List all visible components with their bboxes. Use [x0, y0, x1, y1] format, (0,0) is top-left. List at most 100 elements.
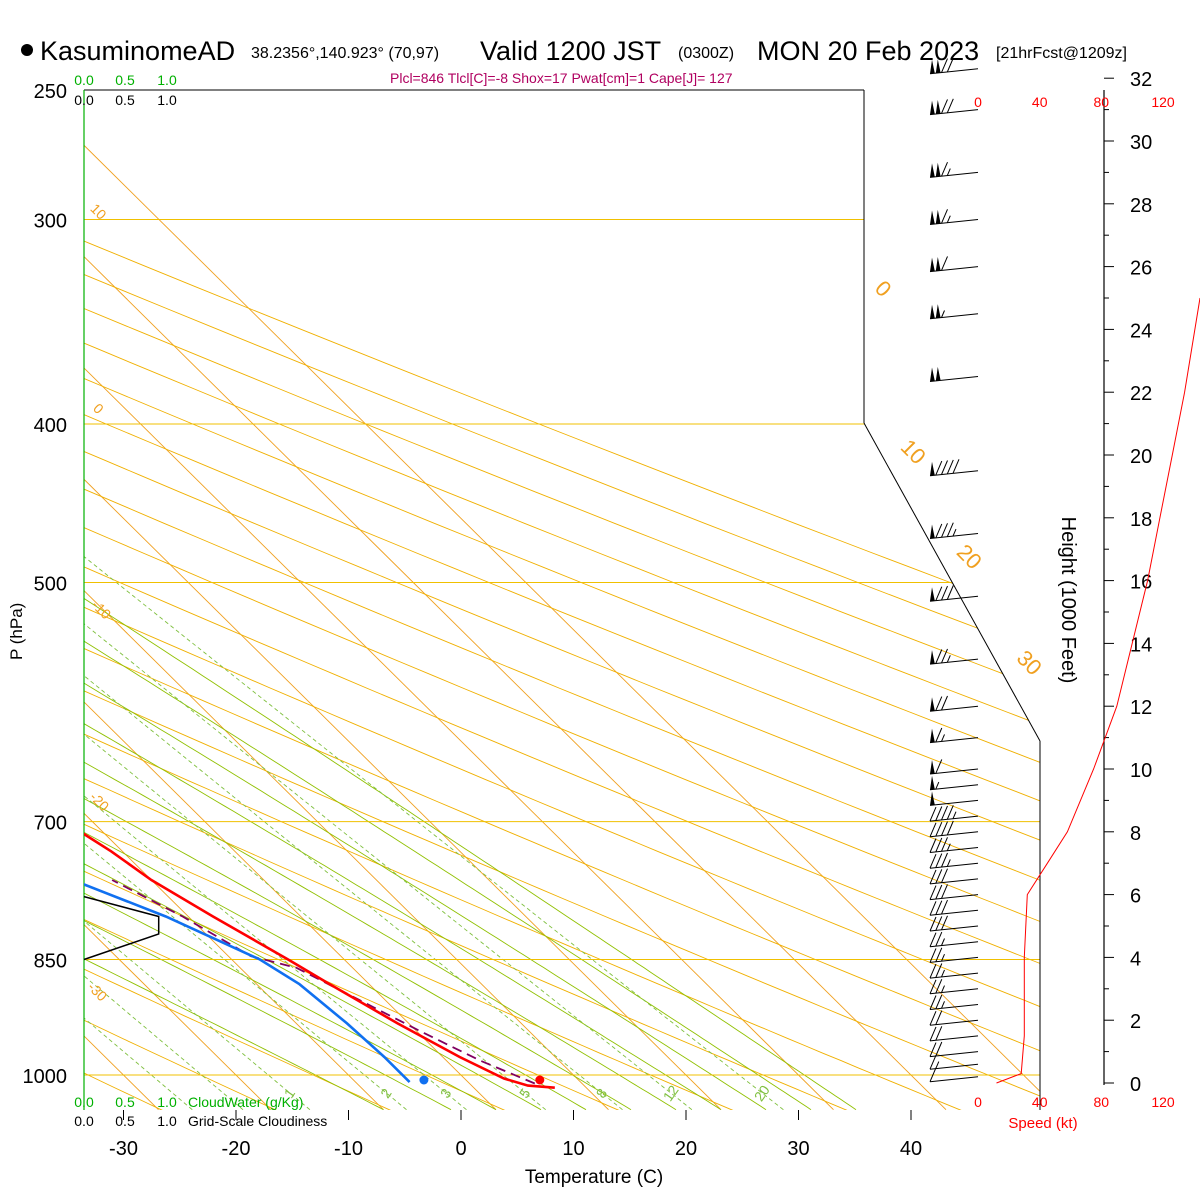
pressure-tick-label: 250: [34, 81, 67, 103]
pressure-axis-label: P (hPa): [7, 603, 26, 660]
isotherm-label: 20: [952, 539, 987, 574]
dry-adiabat-line: [84, 90, 1040, 1110]
wind-barb: [929, 459, 979, 477]
moist-adiabat-line: [84, 90, 767, 1110]
wind-barb: [929, 695, 979, 712]
cloudiness-tick: 0.5: [115, 92, 135, 108]
isotherm-line: [84, 90, 159, 1110]
height-tick-label: 14: [1130, 634, 1152, 656]
mixing-ratio-line: [84, 423, 407, 1110]
isotherm-label: -30: [85, 979, 111, 1005]
mixing-ratio-label: 20: [751, 1082, 773, 1104]
height-tick-label: 10: [1130, 760, 1152, 782]
wind-barb: [929, 915, 979, 932]
mixing-ratio-line: [84, 423, 311, 1110]
wind-barb: [929, 366, 979, 382]
dry-adiabat-line: [84, 90, 1040, 1110]
wind-barb: [929, 963, 979, 979]
speed-tick-label: 0: [974, 94, 982, 110]
speed-tick-label: 80: [1094, 1094, 1110, 1110]
speed-tick-label: 40: [1032, 94, 1048, 110]
height-tick-label: 30: [1130, 132, 1152, 154]
isotherm-line: [84, 90, 609, 1110]
isotherm-label: 10: [896, 434, 931, 469]
moist-adiabat-line: [84, 90, 857, 1110]
wind-barb: [929, 727, 979, 744]
wind-barb: [929, 162, 979, 178]
dry-adiabat-line: [84, 90, 862, 1110]
wind-barb: [929, 522, 979, 539]
dewpoint-line: [84, 883, 411, 1084]
temperature-axis-label: Temperature (C): [525, 1167, 663, 1188]
cloudiness-label: Grid-Scale Cloudiness: [188, 1113, 327, 1129]
mixing-ratio-label: 5: [516, 1085, 534, 1101]
moist-adiabat-line: [84, 90, 677, 1110]
isotherm-line: [84, 90, 722, 1110]
cloudwater-tick: 0.5: [115, 72, 135, 88]
station-name: KasuminomeAD: [40, 36, 235, 66]
wind-barb: [929, 791, 979, 806]
moist-adiabat-line: [84, 90, 542, 1110]
isotherm-label: -20: [87, 789, 113, 815]
moist-adiabat-line: [84, 90, 384, 1110]
wind-barb: [929, 899, 979, 916]
surface-temperature-point: [535, 1075, 545, 1085]
moist-adiabat-line: [84, 90, 497, 1110]
wind-barb: [929, 1010, 979, 1026]
height-tick-label: 22: [1130, 383, 1152, 405]
moist-adiabat-line: [84, 90, 452, 1110]
dry-adiabat-line: [84, 90, 1040, 1110]
isotherm-line: [84, 90, 834, 1110]
station-coords: 38.2356°,140.923° (70,97): [251, 45, 439, 62]
dry-adiabat-line: [84, 90, 1040, 1110]
isotherm-label: 30: [1012, 645, 1047, 680]
speed-axis-label: Speed (kt): [1008, 1115, 1077, 1132]
height-tick-label: 26: [1130, 258, 1152, 280]
mixing-ratio-label: 12: [660, 1082, 682, 1104]
speed-tick-label: 80: [1094, 94, 1110, 110]
wind-barb: [929, 648, 979, 665]
forecast-info: [21hrFcst@1209z]: [996, 45, 1127, 62]
moist-adiabat-line: [84, 90, 587, 1110]
dry-adiabat-line: [84, 90, 1040, 1110]
isotherm-line: [84, 90, 497, 1110]
wind-barbs: [929, 57, 979, 1083]
dry-adiabat-line: [84, 90, 748, 1110]
wind-barb: [929, 256, 979, 273]
cloudiness-tick: 0.0: [74, 92, 94, 108]
pressure-tick-label: 700: [34, 813, 67, 835]
height-tick-label: 18: [1130, 509, 1152, 531]
pressure-tick-label: 1000: [23, 1066, 68, 1088]
dry-adiabat-line: [84, 90, 1040, 1110]
height-tick-label: 20: [1130, 446, 1152, 468]
temperature-tick-label: -20: [222, 1138, 251, 1160]
cloudwater-tick: 0.0: [74, 1094, 94, 1110]
valid-date: MON 20 Feb 2023: [757, 36, 979, 66]
pressure-tick-label: 300: [34, 211, 67, 233]
dry-adiabat-line: [84, 90, 1040, 1110]
wind-barb: [929, 775, 979, 791]
cloudiness-tick: 0.0: [74, 1113, 94, 1129]
height-tick-label: 28: [1130, 195, 1152, 217]
height-tick-label: 32: [1130, 69, 1152, 91]
wind-barb: [929, 979, 979, 995]
isotherm-label: 0: [870, 276, 896, 302]
mixing-ratio-line: [84, 423, 244, 1110]
mixing-ratio-line: [84, 423, 193, 1110]
pressure-axis: 250 300 400 500 700 850 1000: [23, 81, 68, 1088]
cloudwater-label: CloudWater (g/Kg): [188, 1094, 303, 1110]
dry-adiabat-line: [84, 90, 1040, 1110]
temperature-axis: -30 -20 -10 0 10 20 30 40: [109, 1110, 922, 1160]
wind-barb: [929, 1026, 979, 1042]
mixing-ratio-line: [84, 423, 546, 1110]
moist-adiabat-line: [84, 90, 722, 1110]
wind-barb: [929, 820, 979, 838]
height-tick-label: 2: [1130, 1011, 1141, 1033]
moist-adiabat-line: [84, 90, 812, 1110]
temperature-tick-label: 20: [675, 1138, 697, 1160]
moist-adiabat-line: [84, 90, 632, 1110]
wind-barb: [929, 209, 979, 225]
temperature-tick-label: -10: [334, 1138, 363, 1160]
